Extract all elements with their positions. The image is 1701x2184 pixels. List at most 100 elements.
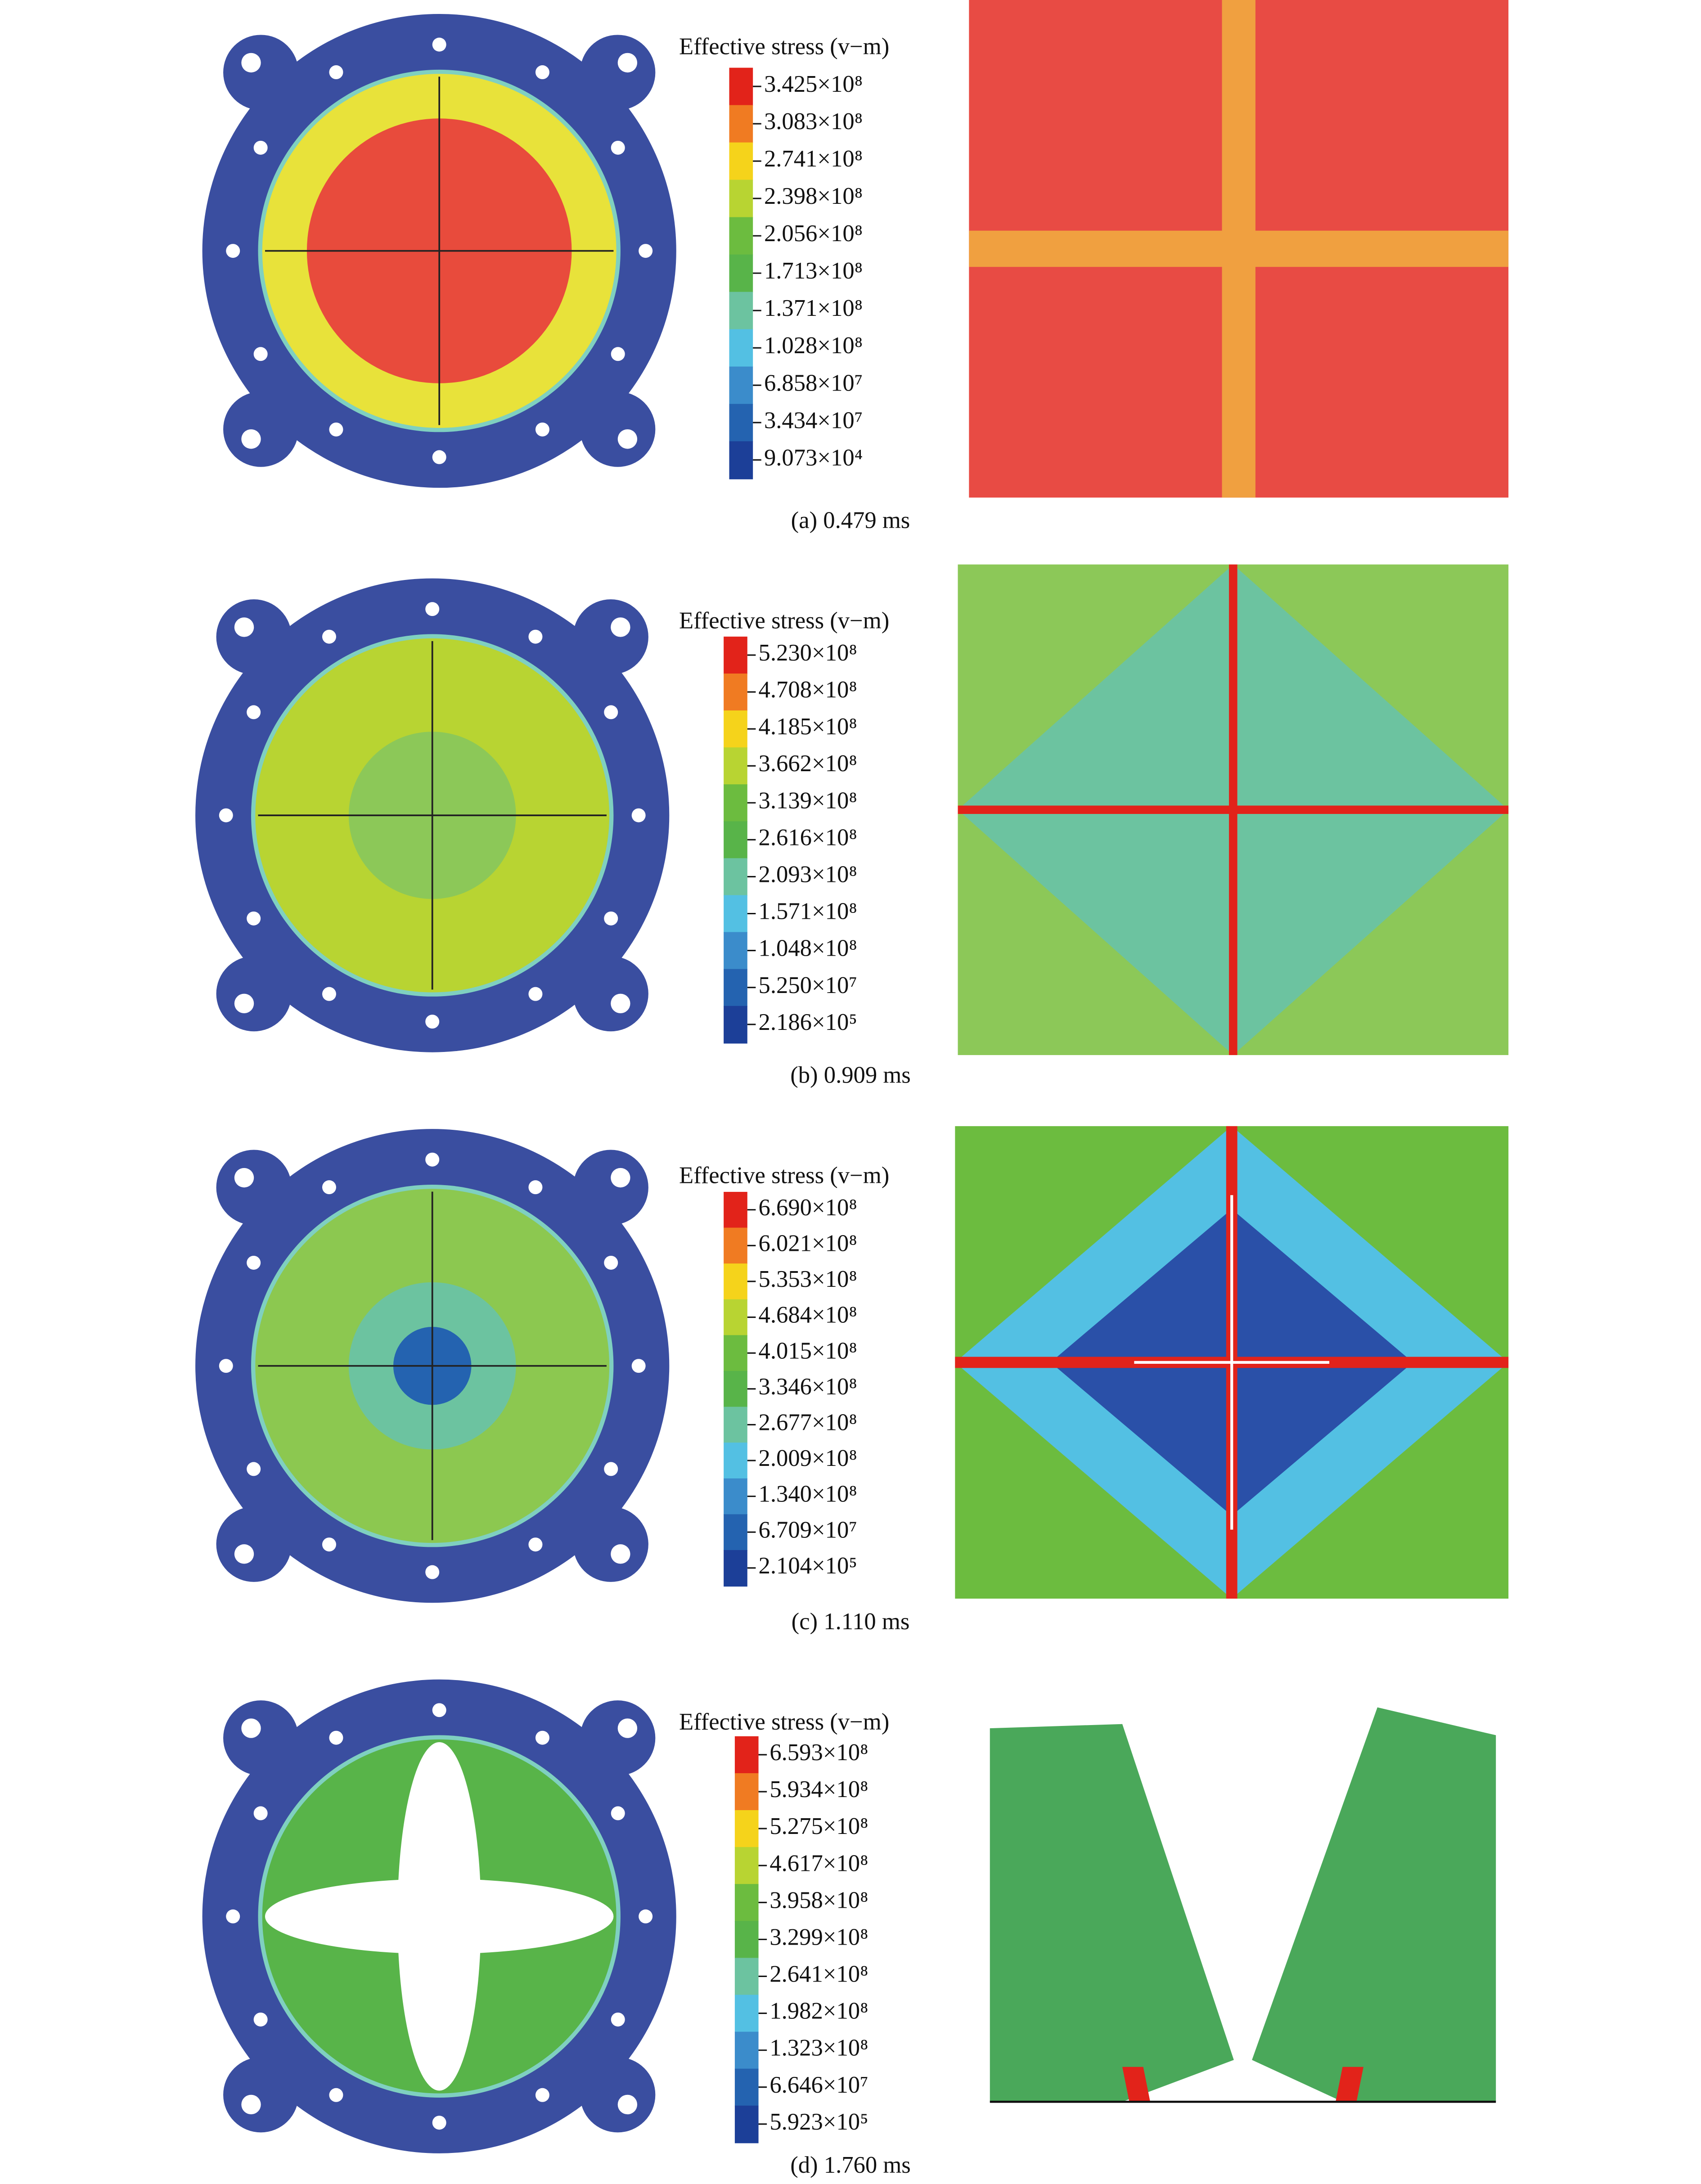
legend-label: 5.353×10⁸ [759, 1266, 857, 1292]
plate-hole [535, 422, 549, 437]
legend-label: 1.571×10⁸ [759, 899, 857, 925]
plate-hole [631, 808, 646, 822]
plate-hole [241, 1718, 261, 1738]
zoom-tip [1335, 2067, 1364, 2102]
plate-hole [639, 244, 653, 258]
legend-label: 3.434×10⁷ [764, 407, 863, 433]
plate-hole [329, 422, 343, 437]
zoom-band [1222, 0, 1256, 498]
legend-label: 5.275×10⁸ [770, 1813, 868, 1839]
colorbar-segment [729, 404, 753, 442]
colorbar-segment [724, 1335, 747, 1372]
plate-hole [611, 347, 625, 361]
colorbar-segment [729, 329, 753, 368]
zoom-gap [1230, 1195, 1233, 1530]
plate-hole [247, 911, 261, 926]
legend-label: 6.593×10⁸ [770, 1739, 868, 1766]
zoom-tip [1122, 2067, 1150, 2102]
plate-hole [611, 2012, 625, 2027]
legend-label: 4.708×10⁸ [759, 677, 857, 703]
plate-hole [247, 1255, 261, 1270]
legend-label: 2.056×10⁸ [764, 220, 863, 247]
colorbar-segment [724, 747, 747, 785]
plate-hole [322, 1180, 336, 1195]
legend-label: 4.015×10⁸ [759, 1338, 857, 1364]
legend-label: 2.616×10⁸ [759, 824, 857, 850]
plate-hole [219, 808, 233, 822]
zoom-image [955, 1126, 1509, 1599]
legend-label: 5.250×10⁷ [759, 972, 857, 998]
colorbar-segment [724, 932, 747, 970]
colorbar-segment [729, 105, 753, 144]
plate-hole [253, 1806, 268, 1820]
plate-hole [226, 1909, 240, 1923]
legend-label: 1.371×10⁸ [764, 295, 863, 321]
legend-label: 6.709×10⁷ [759, 1517, 857, 1543]
plate-hole [329, 65, 343, 80]
legend-label: 2.641×10⁸ [770, 1961, 868, 1987]
plate-hole [234, 993, 254, 1013]
legend-label: 1.323×10⁸ [770, 2035, 868, 2061]
plate-hole [432, 2116, 446, 2130]
plate-image [202, 13, 676, 488]
plate-hole [617, 2094, 638, 2115]
colorbar-segment [724, 636, 747, 674]
plate-hole [604, 705, 618, 719]
plate-hole [432, 1703, 446, 1717]
plate-hole [611, 1806, 625, 1820]
plate-hole [241, 2094, 261, 2115]
plate-hole [528, 1180, 543, 1195]
plate-hole [604, 911, 618, 926]
plate-hole [226, 244, 240, 258]
plate-hole [604, 1255, 618, 1270]
plate-hole [425, 1565, 440, 1579]
colorbar-segment [724, 821, 747, 859]
plate-hole [528, 987, 543, 1001]
plate-hole [535, 1730, 549, 1745]
colorbar-segment [734, 2068, 759, 2107]
zoom-image [990, 1707, 1496, 2103]
plate-hole [247, 705, 261, 719]
colorbar-segment [724, 673, 747, 711]
caption: (d) 1.760 ms [790, 2152, 911, 2178]
colorbar-segment [729, 180, 753, 218]
colorbar-segment [724, 1407, 747, 1443]
plate-hole [617, 1718, 638, 1738]
colorbar-segment [734, 1921, 759, 1959]
legend-label: 2.186×10⁵ [759, 1009, 857, 1035]
colorbar-segment [729, 441, 753, 480]
legend-label: 6.021×10⁸ [759, 1230, 857, 1256]
zoom-petal [1252, 1707, 1496, 2102]
colorbar-segment [729, 142, 753, 181]
legend-label: 3.425×10⁸ [764, 71, 863, 97]
colorbar-segment [724, 858, 747, 896]
legend-label: 2.398×10⁸ [764, 183, 863, 209]
plate-image [202, 1679, 676, 2153]
plate-hole [611, 993, 630, 1013]
legend-label: 5.923×10⁵ [770, 2109, 868, 2135]
legend-label: 1.048×10⁸ [759, 935, 857, 962]
legend-label: 2.677×10⁸ [759, 1409, 857, 1435]
colorbar-segment [729, 217, 753, 256]
plate-hole [425, 1152, 440, 1167]
plate-hole [432, 37, 446, 52]
plate-hole [611, 617, 630, 637]
legend-label: 4.684×10⁸ [759, 1302, 857, 1328]
colorbar-segment [724, 1299, 747, 1336]
colorbar-segment [734, 1810, 759, 1848]
plate-hole [322, 987, 336, 1001]
zoom-image [969, 0, 1509, 498]
plate-hole [425, 1015, 440, 1029]
plate-hole [617, 429, 638, 449]
colorbar-segment [724, 784, 747, 822]
plate-hole [241, 53, 261, 73]
legend-label: 1.982×10⁸ [770, 1998, 868, 2024]
plate-hole [604, 1462, 618, 1476]
colorbar-segment [734, 1736, 759, 1774]
plate-hole [234, 1168, 254, 1188]
plate-hole [425, 602, 440, 616]
colorbar-segment [724, 1514, 747, 1551]
plate-hole [234, 617, 254, 637]
legend-label: 1.028×10⁸ [764, 333, 863, 359]
